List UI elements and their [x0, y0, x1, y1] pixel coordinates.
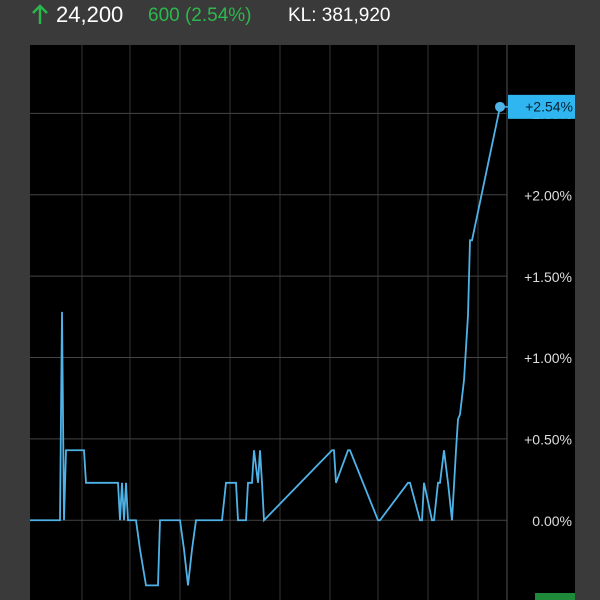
y-tick-label: +1.00% — [524, 350, 572, 366]
y-tick-label: +1.50% — [524, 269, 572, 285]
y-tick-label: 0.00% — [532, 513, 572, 529]
volume: KL: 381,920 — [288, 5, 390, 26]
y-tick-label: +0.50% — [524, 432, 572, 448]
price-line — [30, 106, 501, 587]
end-badge — [508, 94, 575, 119]
chart-panel — [30, 45, 575, 600]
vertical-grid — [81, 45, 479, 600]
end-label: +2.54% — [525, 99, 573, 115]
y-tick-label: +2.00% — [524, 187, 572, 203]
price: 24,200 — [56, 2, 123, 27]
volume-block — [535, 593, 575, 600]
change: 600 (2.54%) — [148, 5, 252, 26]
up-arrow — [32, 4, 48, 24]
